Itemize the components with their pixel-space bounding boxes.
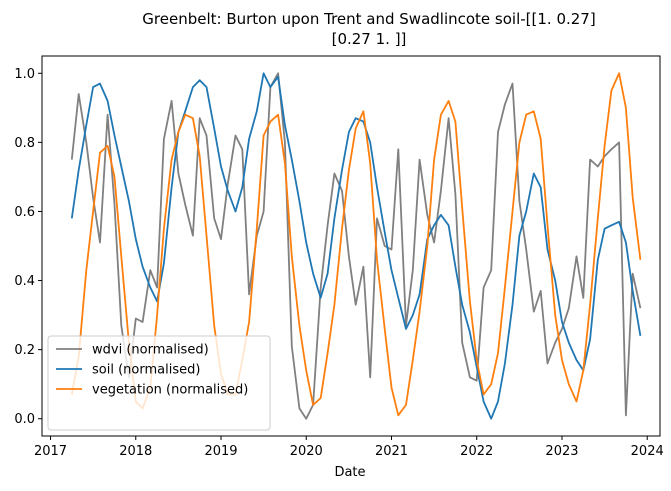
legend-label: soil (normalised) — [92, 363, 200, 378]
y-axis: 0.0 0.2 0.4 0.6 0.8 1.0 — [14, 67, 42, 427]
x-tick-label: 2023 — [545, 444, 578, 459]
legend-box — [47, 335, 271, 431]
series-layer — [70, 72, 642, 420]
x-tick-label: 2024 — [631, 444, 664, 459]
x-axis: 2017 2018 2019 2020 2021 2022 2023 2024 — [34, 436, 664, 459]
y-tick-label: 1.0 — [14, 67, 35, 82]
x-tick-label: 2019 — [204, 444, 237, 459]
series-line-soil — [70, 72, 642, 420]
x-axis-label: Date — [334, 465, 365, 480]
series-line-wdvi — [70, 72, 642, 420]
legend: wdvi (normalised) soil (normalised) vegeta… — [47, 335, 271, 431]
y-tick-label: 0.6 — [14, 205, 35, 220]
y-tick-label: 0.2 — [14, 343, 35, 358]
chart-title-line-1: Greenbelt: Burton upon Trent and Swadlin… — [142, 10, 595, 28]
x-tick-label: 2021 — [375, 444, 408, 459]
legend-label: vegetation (normalised) — [92, 383, 248, 398]
x-tick-label: 2017 — [34, 444, 67, 459]
y-tick-label: 0.4 — [14, 274, 35, 289]
y-tick-label: 0.8 — [14, 136, 35, 151]
y-tick-label: 0.0 — [14, 412, 35, 427]
x-tick-label: 2020 — [290, 444, 323, 459]
x-tick-label: 2022 — [460, 444, 493, 459]
x-tick-label: 2018 — [119, 444, 152, 459]
legend-label: wdvi (normalised) — [92, 343, 209, 358]
chart-title-line-2: [0.27 1. ]] — [332, 30, 407, 48]
plot-area-frame — [41, 55, 661, 437]
series-line-vegetation — [70, 72, 642, 417]
